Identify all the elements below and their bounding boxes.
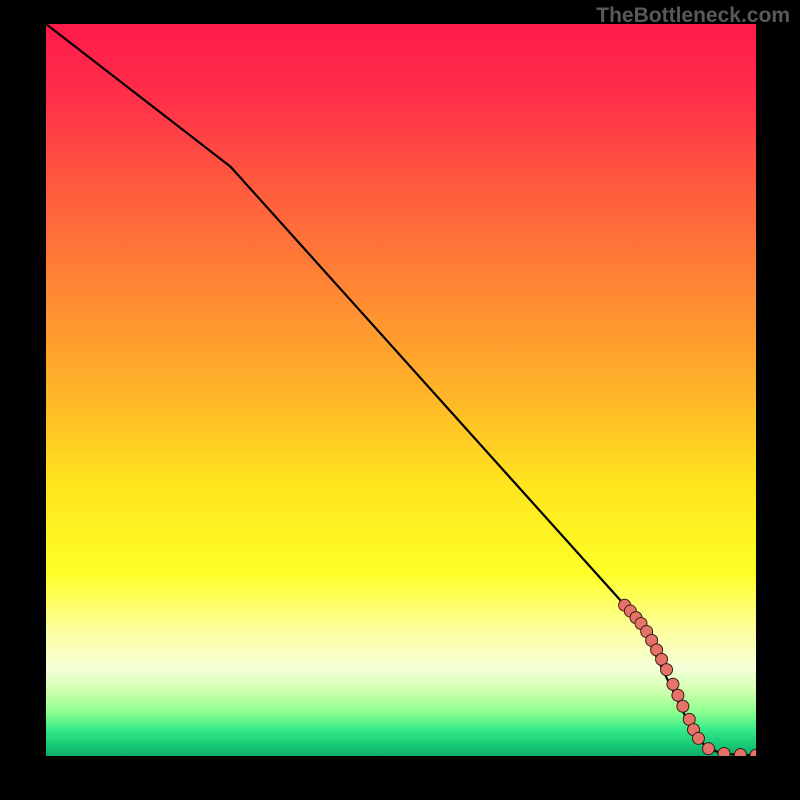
data-marker	[692, 732, 704, 744]
data-marker	[734, 749, 746, 756]
data-marker	[677, 700, 689, 712]
data-marker	[661, 664, 673, 676]
data-marker	[672, 689, 684, 701]
data-marker	[667, 678, 679, 690]
data-marker	[718, 747, 730, 756]
data-marker	[702, 743, 714, 755]
chart-canvas: TheBottleneck.com	[0, 0, 800, 800]
watermark-label: TheBottleneck.com	[596, 4, 790, 28]
plot-area	[46, 24, 756, 756]
